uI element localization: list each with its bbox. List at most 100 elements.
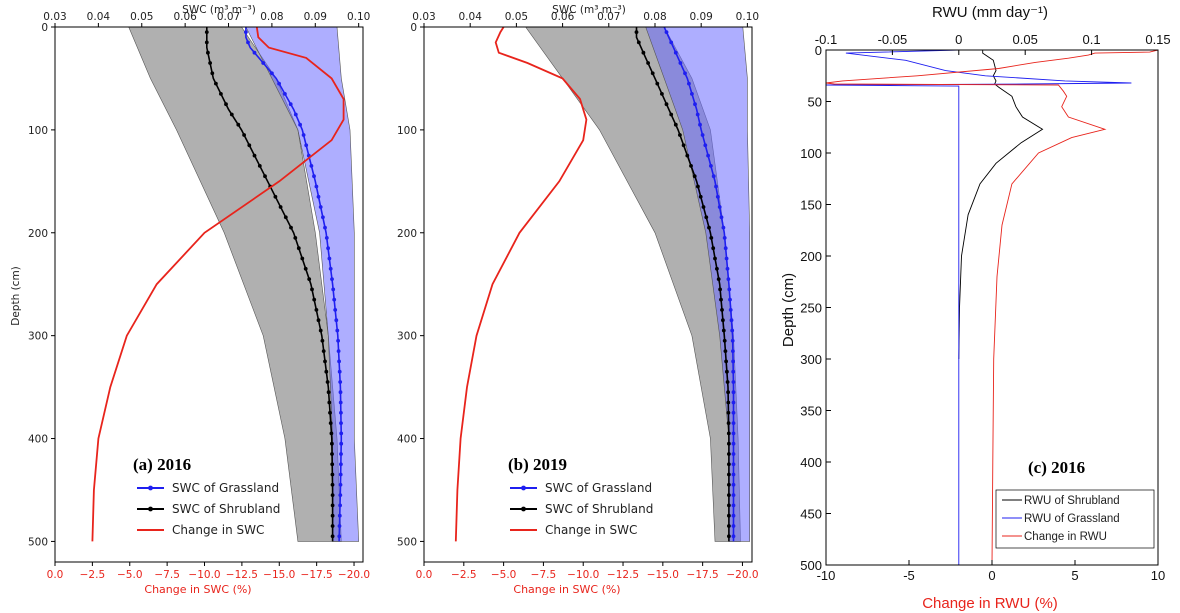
panel-b-top-tick-label: 0.09 xyxy=(689,11,712,23)
panel-b-series-0-marker xyxy=(664,30,669,34)
panel-b-series-0-marker xyxy=(731,380,736,384)
panel-a-series-0-marker xyxy=(316,194,321,199)
panel-a-series-1-marker xyxy=(328,421,333,425)
panel-a-series-0-marker xyxy=(318,205,323,209)
panel-a-y-axis-label: Depth (cm) xyxy=(10,266,22,326)
panel-a-series-0-marker xyxy=(339,452,343,456)
panel-a-series-1-marker xyxy=(330,462,335,467)
panel-a-series-1-marker xyxy=(242,133,247,137)
panel-b-y-tick-label: 500 xyxy=(397,536,417,548)
panel-a-y-tick-label: 500 xyxy=(28,536,48,548)
panel-a-series-0-marker xyxy=(337,513,342,518)
panel-a-y-tick-label: 200 xyxy=(28,228,48,240)
panel-b-series-1-marker xyxy=(726,431,731,436)
panel-a-series-0-marker xyxy=(335,328,340,333)
panel-a-top-tick-label: 0.07 xyxy=(217,11,240,23)
panel-a-series-1-marker xyxy=(210,71,215,76)
panel-c-top-tick-label: 0.1 xyxy=(1083,32,1101,47)
panel-a-series-0-marker xyxy=(312,174,316,179)
panel-b-series-1-marker xyxy=(724,359,728,364)
panel-b-series-0-marker xyxy=(703,143,708,148)
panel-a-series-0-marker xyxy=(288,102,293,107)
panel-b-top-tick-label: 0.07 xyxy=(597,11,620,23)
panel-b-top-tick-label: 0.08 xyxy=(643,11,666,23)
panel-a-series-1-marker xyxy=(330,534,335,539)
panel-a-series-1-marker xyxy=(278,205,283,209)
panel-b-legend-marker-0 xyxy=(521,485,526,491)
panel-b-series-0-marker xyxy=(731,503,736,508)
panel-a-top-tick-label: 0.10 xyxy=(347,11,370,23)
panel-b-series-1-marker xyxy=(726,390,730,395)
panel-a-series-1-marker xyxy=(323,359,327,364)
panel-a-series-0-marker xyxy=(337,534,342,539)
panel-b-series-1-marker xyxy=(725,380,730,384)
panel-b-series-0-marker xyxy=(717,205,722,209)
panel-a-top-tick-label: 0.03 xyxy=(43,11,66,23)
panel-a-series-1-marker xyxy=(252,153,257,158)
panel-b-series-0-marker xyxy=(731,493,736,497)
panel-a-bottom-tick-label: −2.5 xyxy=(80,569,106,581)
panel-b-bottom-tick-label: 0.0 xyxy=(416,569,433,581)
panel-a-series-0-marker xyxy=(332,297,337,302)
panel-b-series-1-marker xyxy=(713,256,717,261)
panel-a-series-0-marker xyxy=(338,380,343,384)
panel-c-y-tick-label: 400 xyxy=(800,455,822,470)
panel-a-y-tick-label: 0 xyxy=(41,22,48,34)
panel-b-top-tick-label: 0.03 xyxy=(412,11,435,23)
panel-a-bottom-tick-label: 0.0 xyxy=(47,569,64,581)
panel-a-series-1-marker xyxy=(289,225,293,230)
panel-b-y-tick-label: 0 xyxy=(410,22,417,34)
panel-b-series-0-marker xyxy=(722,236,727,240)
panel-b-series-1-marker xyxy=(704,215,709,220)
panel-c-bottom-tick-label: -10 xyxy=(817,568,836,583)
panel-b-series-0-marker xyxy=(690,92,694,96)
panel-a-bottom-tick-label: −5.0 xyxy=(117,569,143,581)
panel-a-series-1-marker xyxy=(330,482,335,487)
panel-a-series-0-marker xyxy=(339,441,344,446)
panel-a-series-1-marker xyxy=(206,50,210,55)
panel-b-series-0-marker xyxy=(731,472,736,477)
panel-b-series-1-marker xyxy=(727,462,731,467)
panel-c-series-line-1 xyxy=(826,50,1132,565)
panel-b-series-0-marker xyxy=(678,61,683,65)
panel-a-2016: 0.03 0.04 0.05 0.06 0.07 0.08 0.09 0.100.0 −2.5−… xyxy=(10,4,370,596)
panel-b-series-1-marker xyxy=(726,410,731,415)
panel-b-series-1-marker xyxy=(725,369,729,374)
panel-c-bottom-tick-label: 5 xyxy=(1071,568,1078,583)
panel-b-legend-marker-1 xyxy=(521,506,526,512)
panel-b-series-0-marker xyxy=(731,400,736,405)
panel-c-y-tick-label: 200 xyxy=(800,249,822,264)
panel-a-bottom-tick-label: −20.0 xyxy=(338,569,370,581)
panel-b-legend-label-0: SWC of Grassland xyxy=(545,481,652,495)
panel-c-y-tick-label: 350 xyxy=(800,404,822,419)
panel-b-top-tick-label: 0.04 xyxy=(459,11,483,23)
panel-a-series-1-marker xyxy=(224,102,228,107)
panel-b-series-1-marker xyxy=(727,482,731,487)
panel-b-series-1-marker xyxy=(655,81,660,86)
panel-b-bottom-tick-label: −17.5 xyxy=(687,569,719,581)
panel-b-series-1-marker xyxy=(641,50,646,55)
panel-a-series-1-marker xyxy=(318,328,323,333)
panel-a-series-1-marker xyxy=(325,380,330,384)
panel-c-bottom-tick-label: 0 xyxy=(988,568,995,583)
panel-a-y-tick-label: 400 xyxy=(28,434,48,446)
panel-a-series-0-marker xyxy=(333,308,338,312)
panel-a-series-1-marker xyxy=(330,452,334,456)
panel-a-series-0-marker xyxy=(337,524,342,528)
panel-a-series-0-marker xyxy=(338,400,343,405)
panel-a-axes-frame xyxy=(54,26,364,563)
panel-b-series-1-marker xyxy=(673,122,678,127)
panel-b-bottom-tick-label: −2.5 xyxy=(451,569,477,581)
panel-a-series-line-2 xyxy=(91,27,345,542)
panel-c-y-tick-label: 100 xyxy=(800,146,822,161)
panel-c-bottom-axis-label: Change in RWU (%) xyxy=(922,595,1058,612)
panel-c-y-tick-label: 0 xyxy=(815,43,822,58)
panel-a-bottom-tick-label: −7.5 xyxy=(154,569,180,581)
panel-b-series-0-marker xyxy=(724,256,729,261)
panel-a-series-1-marker xyxy=(247,143,252,148)
panel-a-series-1-marker xyxy=(219,92,223,96)
panel-a-series-0-marker xyxy=(323,225,327,230)
panel-c-2016: -0.1 -0.05 0 0.05 0.1 0.15-10 -5 0 5 100501001502… xyxy=(780,4,1171,612)
panel-b-series-1-marker xyxy=(664,102,669,107)
panel-a-series-1-marker xyxy=(204,40,209,45)
